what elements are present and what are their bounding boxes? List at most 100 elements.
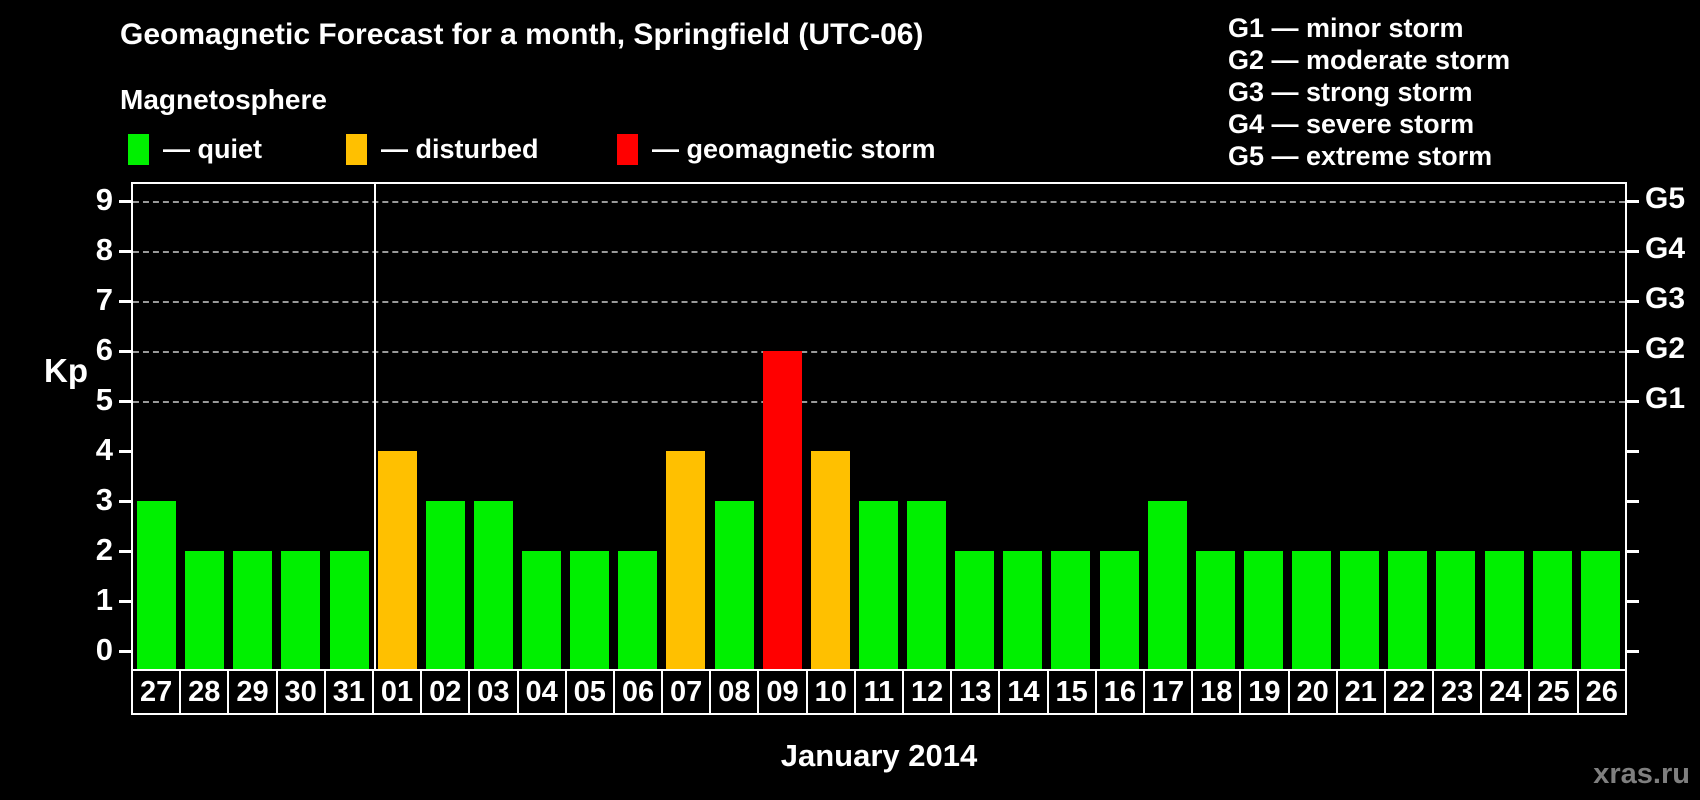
legend-item-quiet: — quiet	[128, 133, 262, 165]
kp-bar	[1340, 551, 1379, 669]
gridline	[133, 201, 1625, 203]
axis-tick-right	[1626, 400, 1639, 403]
gridline	[133, 301, 1625, 303]
gridline	[133, 401, 1625, 403]
kp-tick-label: 4	[95, 432, 113, 467]
g-label: G4	[1645, 232, 1686, 265]
plot-area	[131, 182, 1627, 671]
kp-bar	[1148, 501, 1187, 669]
kp-bar	[715, 501, 754, 669]
axis-tick-right	[1626, 350, 1639, 353]
kp-tick-label: 1	[95, 582, 113, 617]
day-label-cell: 09	[757, 669, 808, 715]
kp-bar	[185, 551, 224, 669]
day-label-cell: 29	[227, 669, 278, 715]
day-label-cell: 12	[902, 669, 953, 715]
kp-tick-label: 2	[95, 532, 113, 567]
day-label-cell: 08	[709, 669, 760, 715]
kp-bar	[1533, 551, 1572, 669]
day-label-cell: 02	[420, 669, 471, 715]
kp-bar	[281, 551, 320, 669]
kp-bar	[811, 451, 850, 669]
kp-bar	[1003, 551, 1042, 669]
legend-item-storm: — geomagnetic storm	[617, 133, 936, 165]
day-label-cell: 30	[275, 669, 326, 715]
axis-tick-right	[1626, 600, 1639, 603]
kp-bar	[618, 551, 657, 669]
axis-tick-right	[1626, 550, 1639, 553]
axis-tick-right	[1626, 500, 1639, 503]
kp-bar	[763, 351, 802, 669]
day-label-cell: 21	[1335, 669, 1386, 715]
kp-bar	[378, 451, 417, 669]
kp-bar	[137, 501, 176, 669]
legend-item-label: — geomagnetic storm	[652, 133, 936, 164]
kp-bar	[907, 501, 946, 669]
day-label-cell: 26	[1576, 669, 1627, 715]
day-label-cell: 15	[1046, 669, 1097, 715]
day-label-cell: 01	[371, 669, 423, 715]
kp-bar	[426, 501, 465, 669]
legend-item-label: — quiet	[163, 133, 262, 164]
g-scale-line: G1 — minor storm	[1228, 13, 1464, 43]
kp-tick-label: 7	[95, 282, 113, 317]
day-label-cell: 18	[1191, 669, 1242, 715]
day-label-cell: 06	[612, 669, 664, 715]
kp-bar	[859, 501, 898, 669]
storm-color-swatch	[617, 133, 638, 165]
axis-tick-right	[1626, 450, 1639, 453]
disturbed-color-swatch	[346, 133, 367, 165]
kp-bar	[1244, 551, 1283, 669]
kp-bar	[1051, 551, 1090, 669]
watermark: xras.ru	[1593, 758, 1690, 790]
legend-item-disturbed: — disturbed	[346, 133, 539, 165]
kp-bar	[666, 451, 705, 669]
axis-tick-right	[1626, 650, 1639, 653]
month-separator-line	[374, 184, 376, 669]
day-label-cell: 28	[179, 669, 230, 715]
day-label-cell: 17	[1142, 669, 1194, 715]
g-scale-line: G4 — severe storm	[1228, 109, 1475, 139]
kp-tick-label: 9	[95, 182, 113, 217]
axis-tick-right	[1626, 250, 1639, 253]
g-label: G3	[1645, 282, 1686, 315]
kp-bar	[474, 501, 513, 669]
day-label-cell: 23	[1432, 669, 1483, 715]
legend-item-label: — disturbed	[381, 133, 539, 164]
day-label-cell: 25	[1528, 669, 1579, 715]
g-scale-legend: G1 — minor storm G2 — moderate storm G3 …	[1228, 12, 1510, 172]
kp-bar	[570, 551, 609, 669]
gridline	[133, 251, 1625, 253]
day-label-cell: 07	[661, 669, 712, 715]
kp-bar	[1196, 551, 1235, 669]
kp-bar	[1100, 551, 1139, 669]
kp-axis-label: Kp	[44, 352, 88, 389]
axis-tick-right	[1626, 200, 1639, 203]
day-label-cell: 24	[1480, 669, 1531, 715]
x-axis-caption: January 2014	[780, 738, 978, 773]
kp-bar	[233, 551, 272, 669]
g-scale-line: G3 — strong storm	[1228, 77, 1473, 107]
day-label-cell: 19	[1239, 669, 1290, 715]
axis-tick-right	[1626, 300, 1639, 303]
day-label-cell: 11	[853, 669, 904, 715]
g-label: G5	[1645, 182, 1686, 215]
g-scale-line: G2 — moderate storm	[1228, 45, 1511, 75]
kp-bar	[1292, 551, 1331, 669]
day-label-cell: 20	[1287, 669, 1338, 715]
day-label-cell: 05	[564, 669, 615, 715]
kp-tick-label: 8	[95, 232, 113, 267]
kp-tick-label: 0	[95, 632, 113, 667]
quiet-color-swatch	[128, 133, 149, 165]
day-label-cell: 16	[1094, 669, 1145, 715]
day-label-cell: 03	[468, 669, 519, 715]
kp-bar	[330, 551, 369, 669]
kp-bar	[1388, 551, 1427, 669]
day-label-cell: 13	[950, 669, 1001, 715]
magnetosphere-legend-heading: Magnetosphere	[120, 84, 327, 115]
g-label: G2	[1645, 332, 1686, 365]
day-label-cell: 22	[1383, 669, 1435, 715]
kp-tick-label: 3	[95, 482, 113, 517]
chart-title: Geomagnetic Forecast for a month, Spring…	[120, 18, 924, 51]
day-label-cell: 14	[998, 669, 1049, 715]
